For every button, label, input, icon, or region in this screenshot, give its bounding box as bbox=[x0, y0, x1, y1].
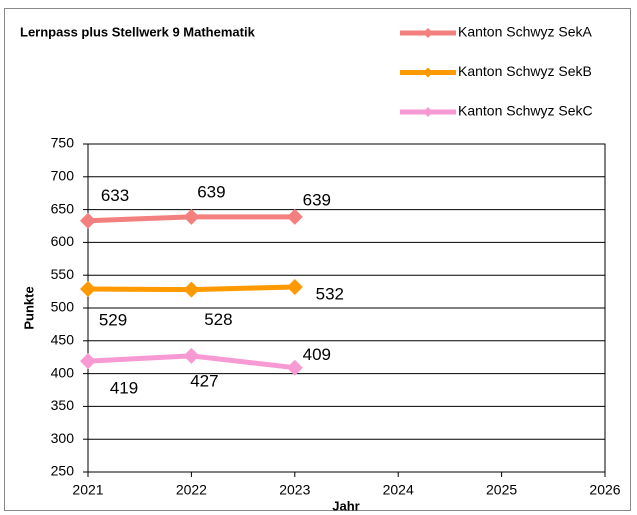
data-label: 633 bbox=[101, 186, 129, 205]
y-tick-label: 350 bbox=[51, 397, 75, 413]
x-tick-label: 2022 bbox=[176, 482, 207, 498]
point-marker bbox=[183, 281, 200, 298]
point-marker bbox=[286, 359, 303, 376]
plot-area bbox=[87, 143, 606, 473]
chart-title: Lernpass plus Stellwerk 9 Mathematik bbox=[20, 24, 256, 39]
point-marker bbox=[286, 279, 303, 296]
data-label: 532 bbox=[316, 284, 344, 303]
data-label: 427 bbox=[190, 371, 218, 390]
x-tick-label: 2023 bbox=[279, 482, 310, 498]
y-tick-label: 400 bbox=[51, 364, 75, 380]
y-axis-label: Punkte bbox=[21, 286, 36, 329]
data-label: 528 bbox=[204, 310, 232, 329]
legend-label: Kanton Schwyz SekC bbox=[458, 103, 593, 119]
point-marker bbox=[80, 280, 96, 297]
legend-marker bbox=[423, 107, 433, 117]
x-tick-label: 2021 bbox=[72, 482, 103, 498]
data-label: 419 bbox=[110, 379, 138, 398]
data-label: 529 bbox=[99, 310, 127, 329]
y-tick-label: 250 bbox=[51, 463, 75, 479]
point-marker bbox=[183, 347, 200, 364]
y-tick-label: 300 bbox=[51, 430, 75, 446]
point-marker bbox=[80, 212, 96, 229]
x-tick-label: 2024 bbox=[383, 482, 414, 498]
x-axis-label: Jahr bbox=[332, 498, 359, 513]
y-tick-label: 600 bbox=[51, 233, 75, 249]
y-tick-label: 700 bbox=[51, 168, 75, 184]
y-tick-label: 550 bbox=[51, 266, 75, 282]
legend-label: Kanton Schwyz SekB bbox=[458, 63, 592, 79]
point-marker bbox=[183, 208, 200, 225]
legend-marker bbox=[423, 28, 433, 38]
x-tick-label: 2026 bbox=[589, 482, 620, 498]
chart-frame bbox=[4, 8, 631, 511]
y-tick-label: 750 bbox=[51, 135, 75, 151]
data-label: 639 bbox=[197, 182, 225, 201]
legend-marker bbox=[423, 67, 433, 78]
data-label: 639 bbox=[303, 190, 331, 209]
data-label: 409 bbox=[303, 345, 331, 364]
y-tick-label: 500 bbox=[51, 299, 75, 315]
x-tick-label: 2025 bbox=[486, 482, 517, 498]
legend-label: Kanton Schwyz SekA bbox=[458, 24, 593, 40]
y-tick-label: 450 bbox=[51, 332, 75, 348]
point-marker bbox=[286, 208, 303, 225]
point-marker bbox=[80, 353, 96, 370]
y-tick-label: 650 bbox=[51, 200, 75, 216]
